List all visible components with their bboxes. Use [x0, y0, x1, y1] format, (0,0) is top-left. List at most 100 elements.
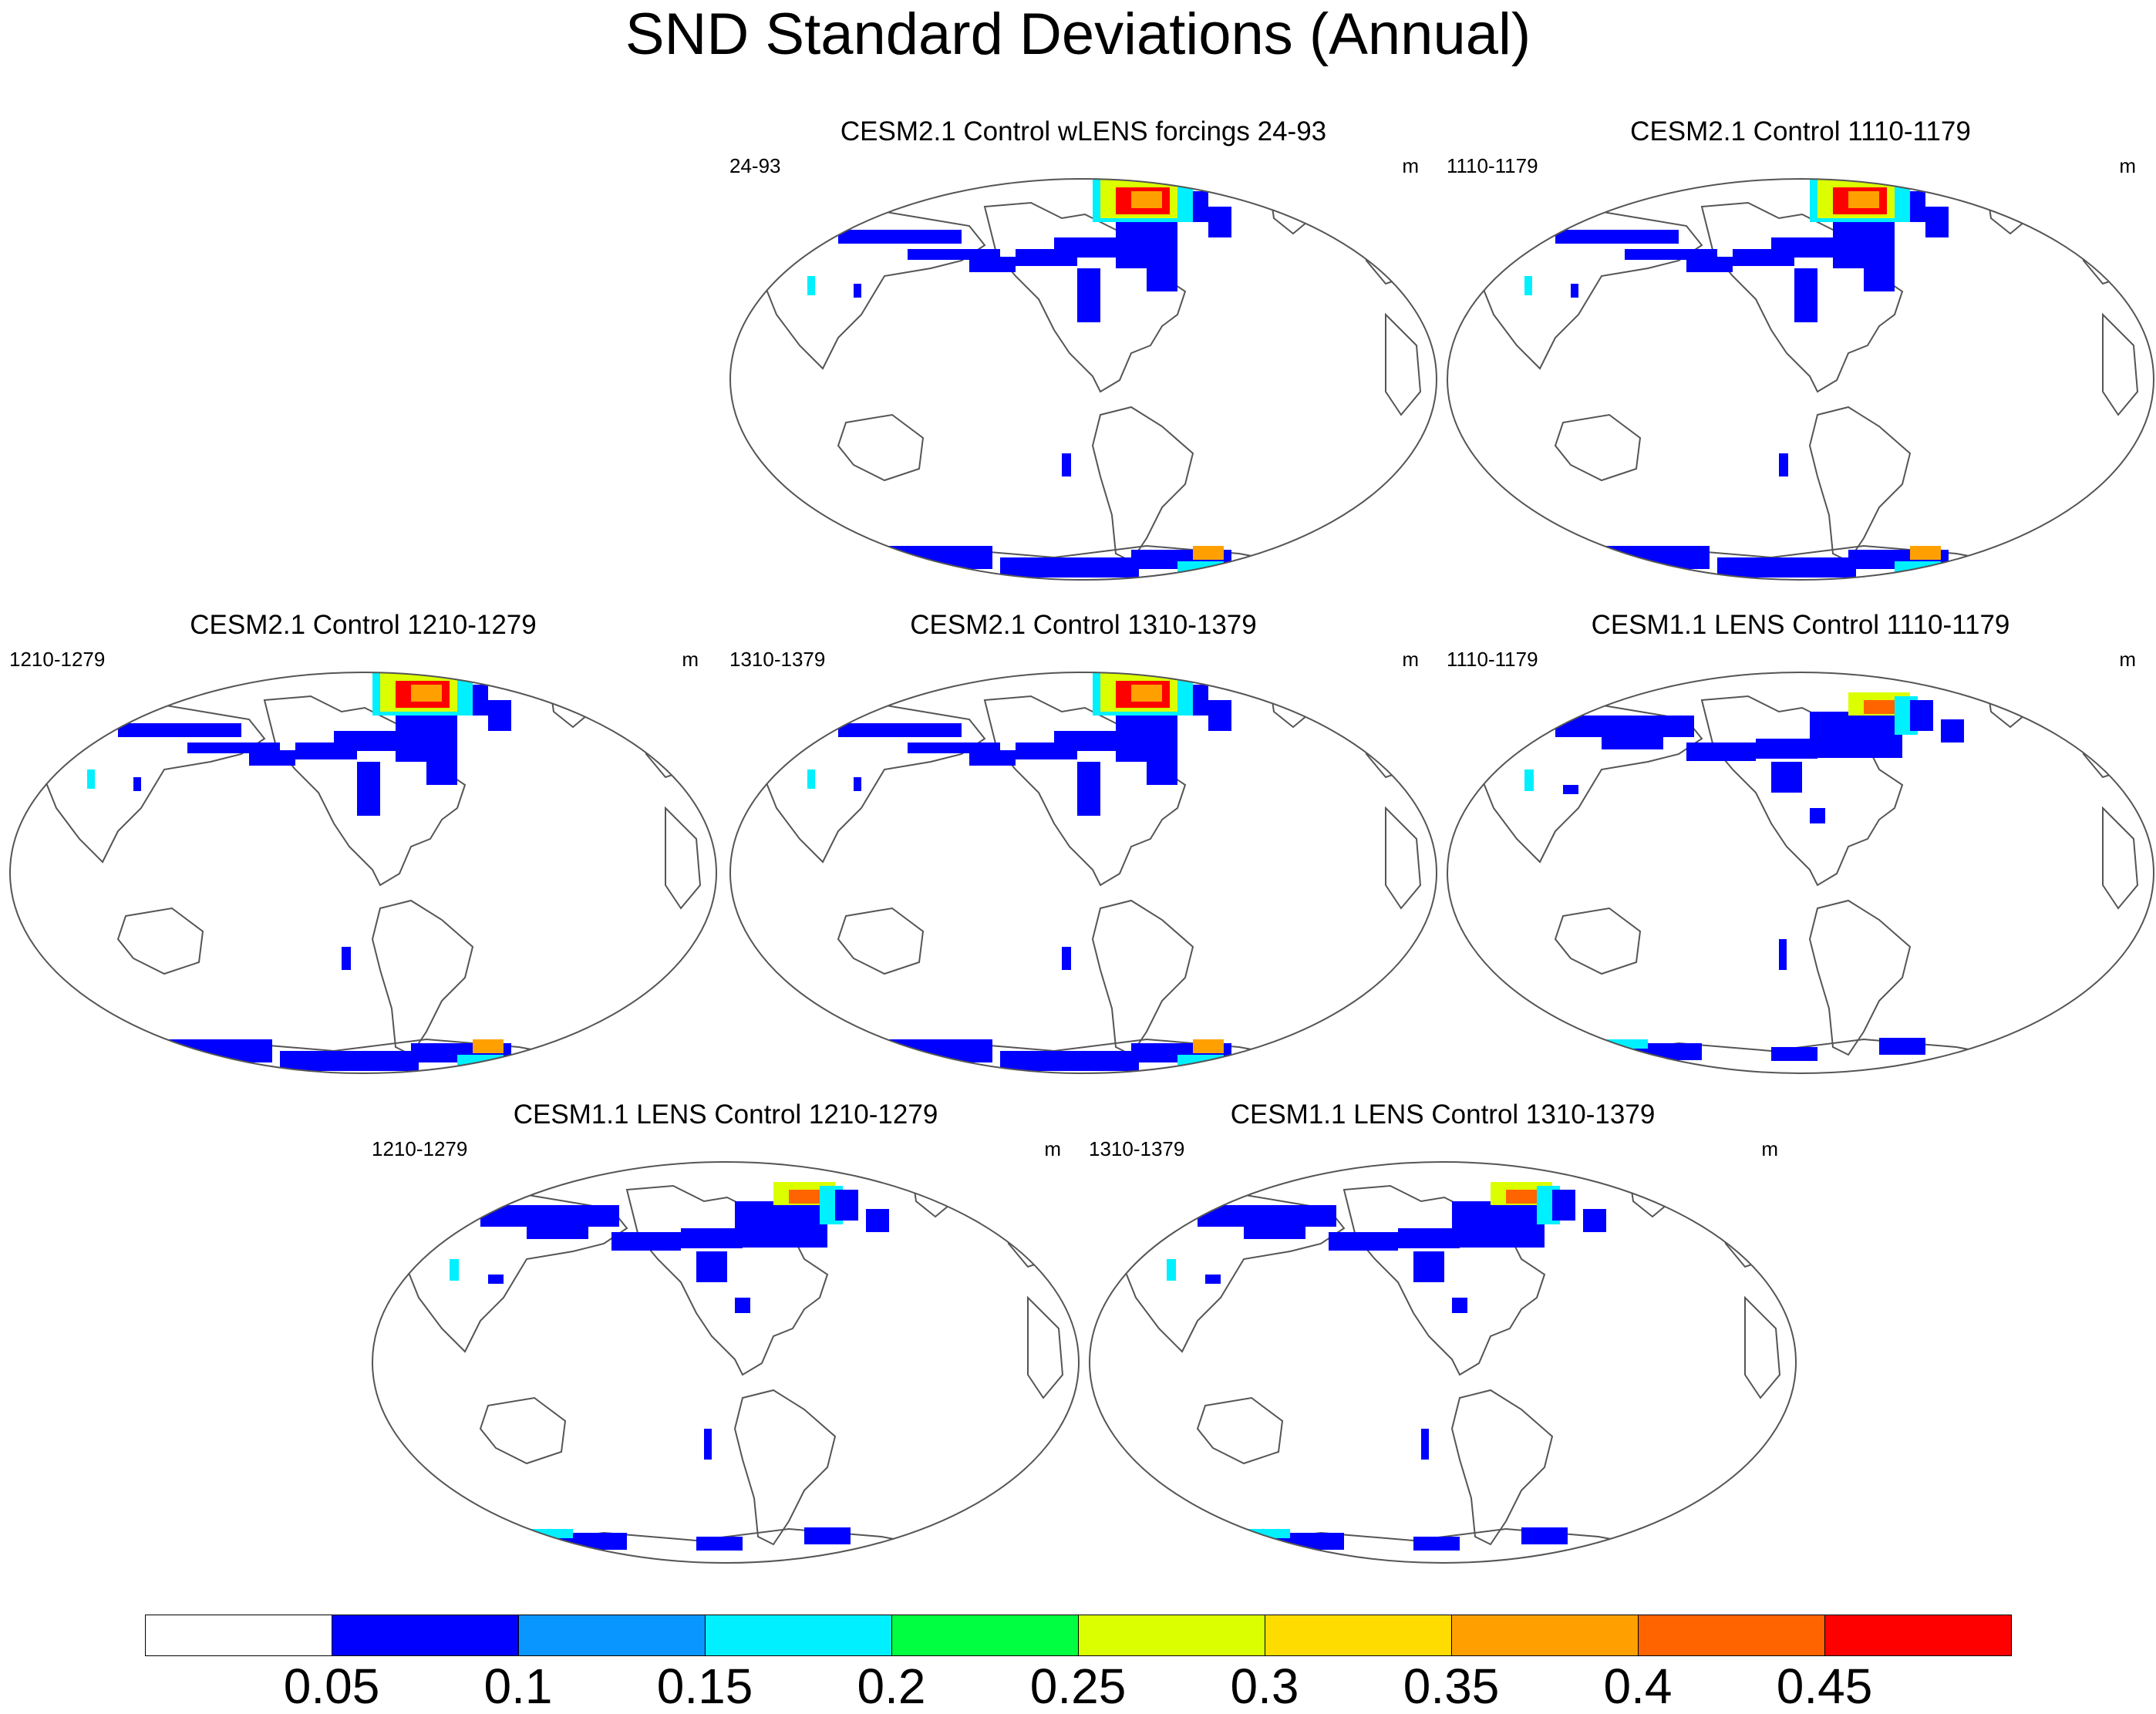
coastline-africa	[1744, 1295, 1781, 1399]
colorbar-swatch	[1265, 1615, 1452, 1656]
period-label: 1110-1179	[1447, 154, 1538, 177]
coastline-eurasia	[402, 1192, 628, 1353]
period-label: 1310-1379	[1089, 1137, 1185, 1160]
coastline-greenland	[1986, 186, 2035, 235]
snow-variability-cell	[164, 672, 187, 679]
snow-variability-cell	[1571, 284, 1578, 298]
period-label: 1110-1179	[1447, 648, 1538, 671]
snow-variability-cell	[854, 777, 861, 791]
snow-variability-cell	[611, 1232, 681, 1251]
panel-title: CESM2.1 Control 1310-1379	[910, 610, 1257, 640]
coastline-africa	[665, 806, 702, 910]
coastline-greenland	[548, 679, 598, 729]
snow-variability-cell	[357, 762, 380, 816]
coastline-eurasia	[760, 702, 986, 864]
coastline-greenland	[1628, 1169, 1677, 1218]
snow-variability-cell	[807, 769, 815, 789]
snow-variability-cell	[854, 284, 861, 298]
coastline-eurasia	[1119, 1192, 1346, 1353]
coastline-eurasia	[1477, 209, 1703, 370]
colorbar	[145, 1615, 2012, 1658]
snow-variability-cell	[804, 1527, 851, 1544]
colorbar-tick-label: 0.2	[857, 1658, 926, 1714]
period-label: 1310-1379	[729, 648, 826, 671]
coastline-australia	[1554, 413, 1642, 482]
coastline-australia	[1554, 907, 1642, 975]
snow-variability-cell	[1794, 268, 1817, 322]
snow-variability-cell	[1077, 762, 1100, 816]
snow-variability-cell	[1413, 1537, 1460, 1551]
units-label: m	[2119, 154, 2136, 177]
snow-variability-cell	[280, 1051, 419, 1071]
coastline-australia	[837, 907, 925, 975]
snow-variability-cell	[1193, 546, 1224, 560]
snow-variability-cell	[527, 1221, 588, 1239]
coastline-south-america	[1091, 406, 1194, 563]
colorbar-tick-label: 0.35	[1403, 1658, 1500, 1714]
panel-title: CESM1.1 LENS Control 1110-1179	[1591, 610, 2010, 640]
map-panel: CESM1.1 LENS Control 1310-1379 1310-1379 m	[1084, 1099, 1801, 1577]
snow-variability-cell	[1413, 1251, 1444, 1282]
period-label: 1210-1279	[9, 648, 106, 671]
panel-title: CESM2.1 Control 1210-1279	[190, 610, 537, 640]
colorbar-swatch	[1451, 1615, 1639, 1656]
snow-variability-cell	[1779, 453, 1788, 476]
snow-variability-cell	[1062, 453, 1071, 476]
coastline-australia	[1196, 1396, 1284, 1465]
units-label: m	[2119, 648, 2136, 671]
snow-variability-cell	[1864, 700, 1895, 714]
snow-variability-cell	[969, 750, 1016, 766]
map-outline	[372, 1161, 1080, 1564]
map-outline	[1089, 1161, 1797, 1564]
snow-variability-cell	[1398, 1228, 1460, 1248]
map-outline	[1447, 178, 2154, 581]
snow-variability-cell	[473, 1039, 504, 1053]
snow-variability-cell	[1779, 939, 1787, 970]
snow-variability-cell	[1244, 1221, 1305, 1239]
colorbar-swatch	[891, 1615, 1079, 1656]
units-label: m	[1044, 1137, 1061, 1160]
snow-variability-cell	[1895, 561, 1941, 572]
snow-variability-cell	[1208, 207, 1231, 237]
snow-variability-cell	[835, 1190, 858, 1221]
snow-variability-cell	[1167, 1259, 1176, 1281]
coastline-eurasia	[760, 209, 986, 370]
colorbar-tick-label: 0.05	[283, 1658, 380, 1714]
coastline-eurasia	[1477, 702, 1703, 864]
snow-variability-cell	[704, 1429, 712, 1460]
snow-variability-cell	[681, 1228, 743, 1248]
snow-variability-cell	[1524, 276, 1532, 295]
colorbar-swatch	[145, 1615, 332, 1656]
snow-variability-cell	[1717, 557, 1856, 578]
coastline-south-america	[1808, 406, 1912, 563]
snow-variability-cell	[1524, 769, 1534, 791]
panel-title: CESM1.1 LENS Control 1210-1279	[513, 1099, 938, 1130]
figure-title: SND Standard Deviations (Annual)	[625, 2, 1531, 67]
snow-variability-cell	[1941, 719, 1964, 743]
snow-variability-cell	[1452, 1298, 1467, 1313]
coastline-africa	[2102, 312, 2139, 416]
snow-variability-cell	[126, 662, 164, 672]
colorbar-tick-label: 0.1	[483, 1658, 553, 1714]
snow-variability-cell	[1077, 268, 1100, 322]
world-map	[372, 1161, 1080, 1564]
snow-variability-cell	[869, 1039, 992, 1062]
snow-variability-cell	[1147, 261, 1177, 291]
snow-variability-cell	[1771, 762, 1802, 793]
world-map	[1447, 168, 2154, 581]
coastline-africa	[1385, 312, 1422, 416]
map-panel: CESM2.1 Control 1110-1179 1110-1179 m	[1442, 116, 2156, 594]
coastline-africa	[2102, 806, 2139, 910]
snow-variability-cell	[450, 1259, 459, 1281]
coastline-eurasia	[39, 702, 266, 864]
snow-variability-cell	[342, 947, 351, 970]
colorbar-swatch	[705, 1615, 892, 1656]
units-label: m	[1402, 154, 1419, 177]
units-label: m	[1402, 648, 1419, 671]
snow-variability-cell	[1686, 257, 1733, 272]
colorbar-swatch	[518, 1615, 706, 1656]
world-map	[729, 672, 1437, 1074]
snow-variability-cell	[87, 769, 95, 789]
snow-variability-cell	[1563, 168, 1602, 179]
snow-variability-cell	[118, 723, 241, 737]
